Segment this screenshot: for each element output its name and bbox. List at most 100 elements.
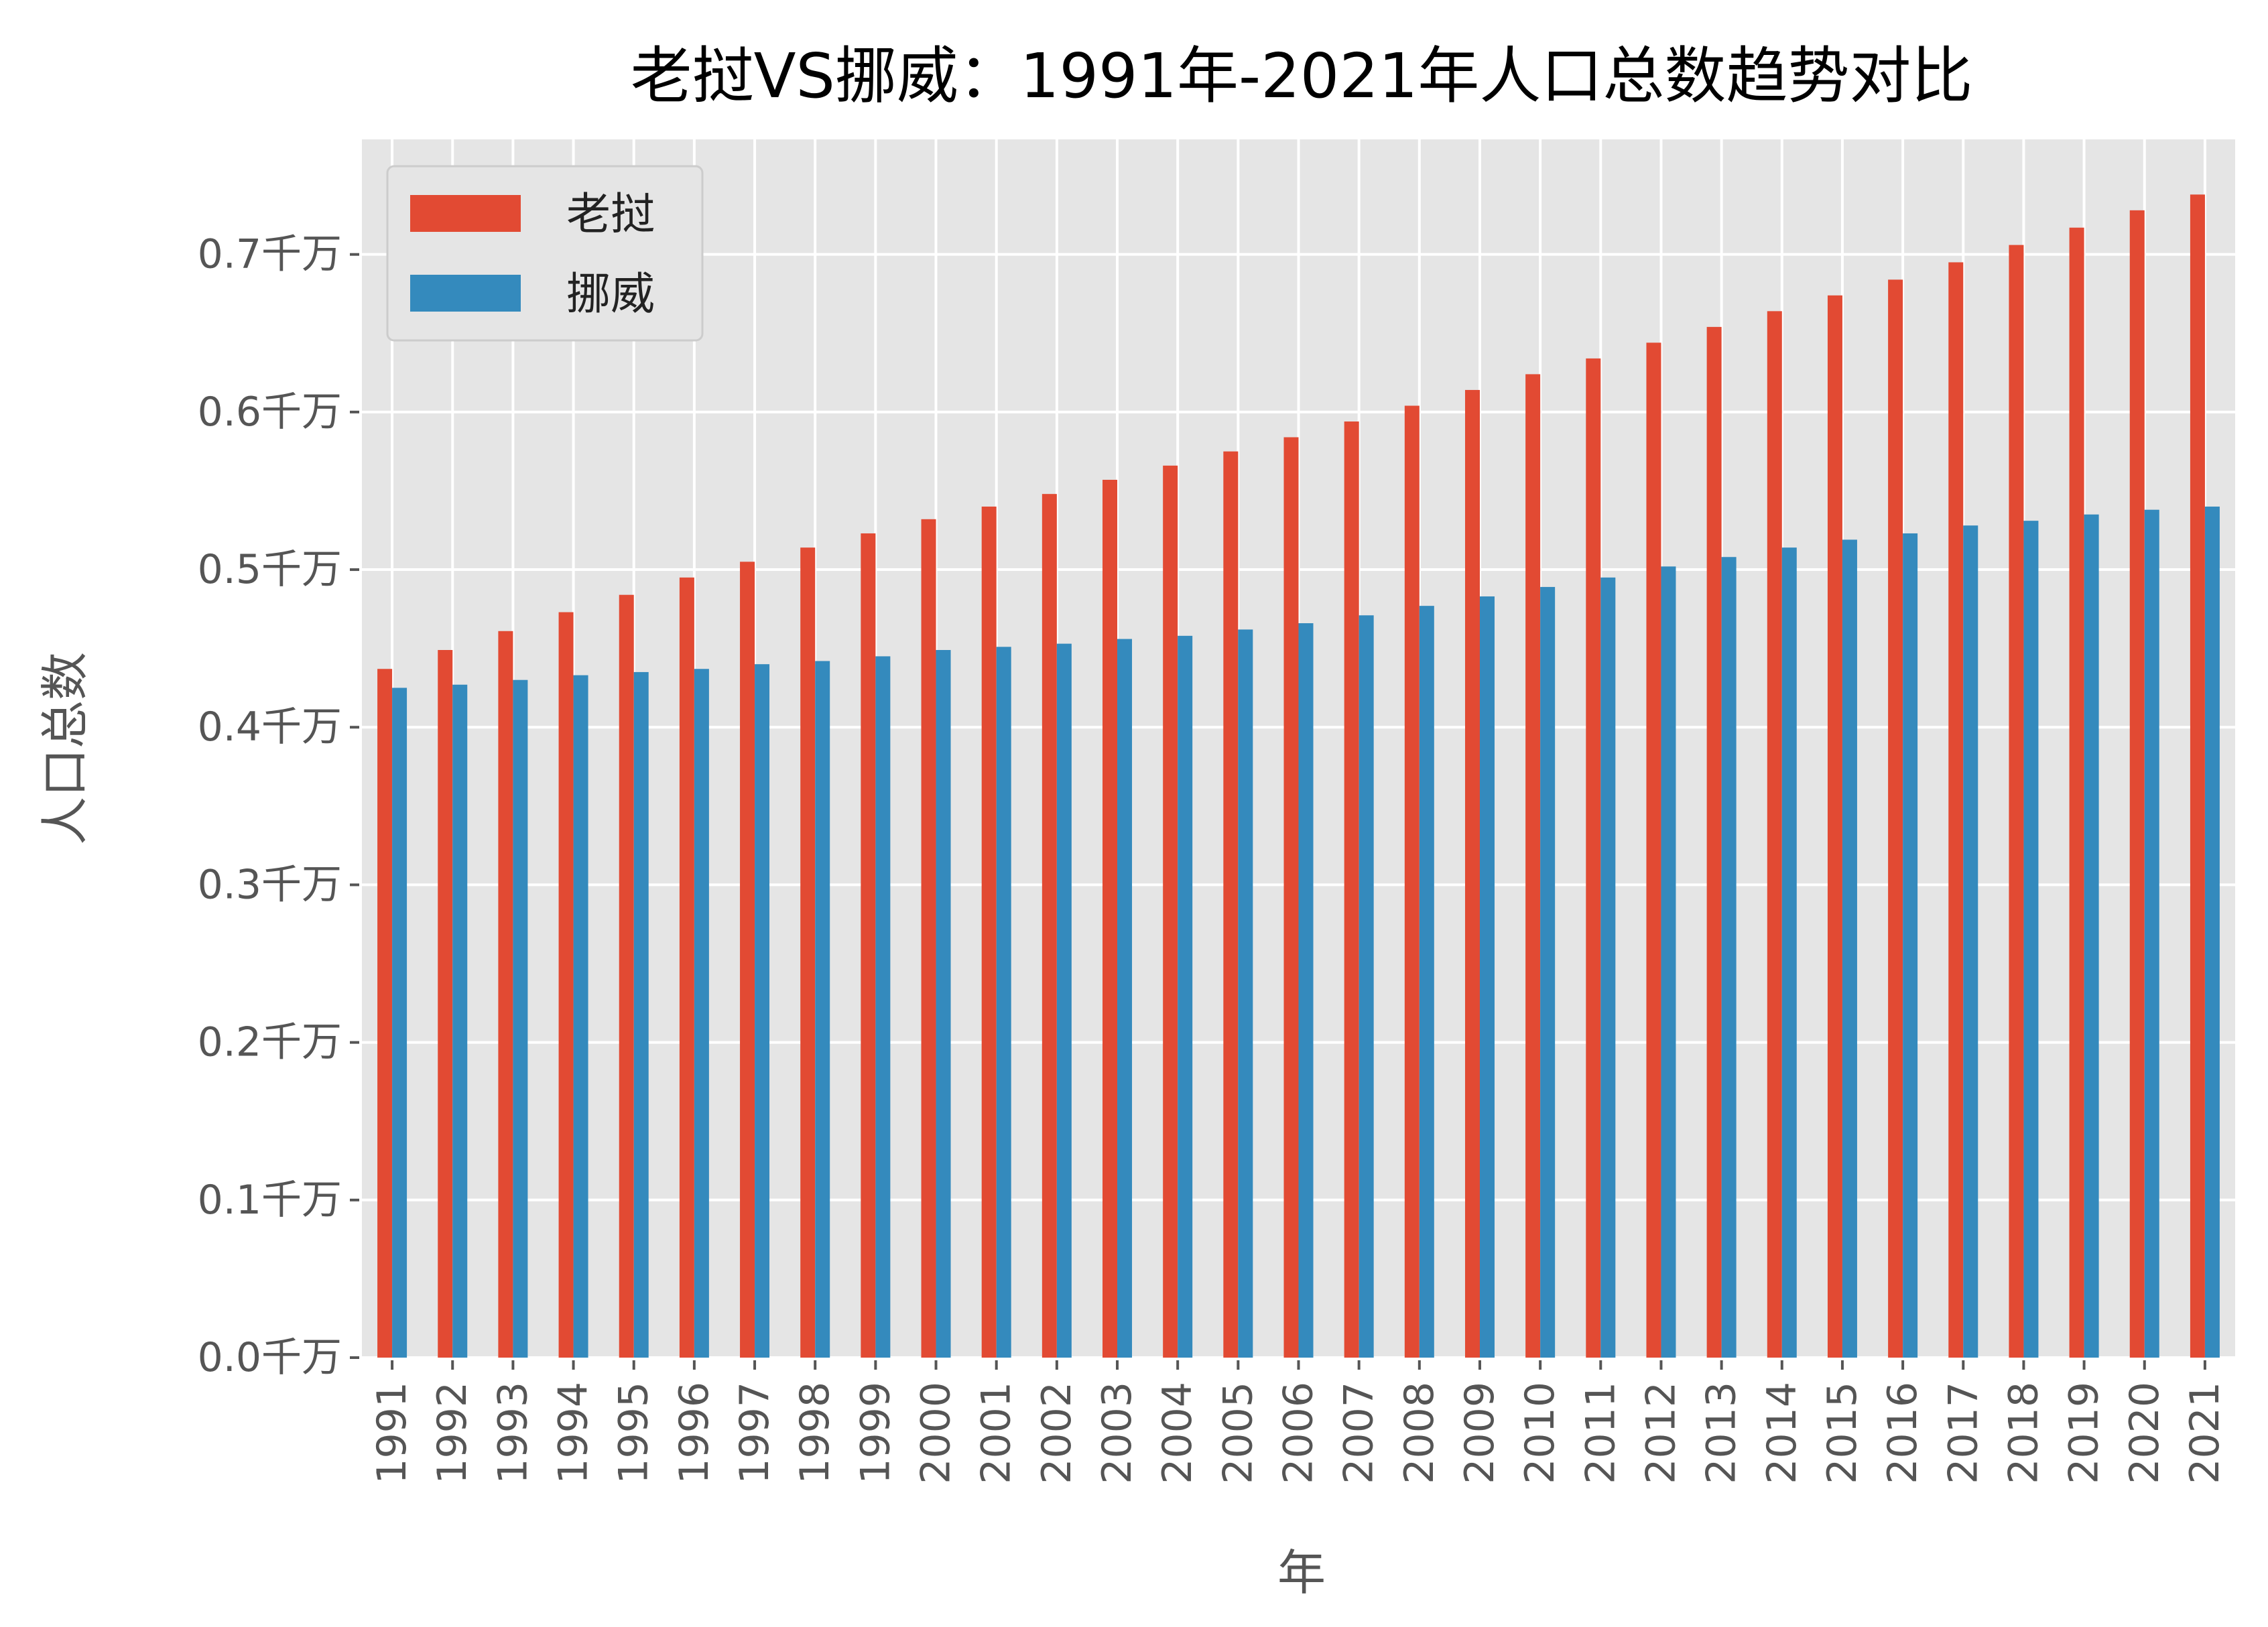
bars (377, 194, 2220, 1358)
bar-laos (1464, 389, 1480, 1358)
x-tick-label: 2009 (1456, 1382, 1503, 1484)
bar-laos (438, 650, 453, 1358)
bar-norway (513, 679, 528, 1358)
x-tick-label: 1993 (489, 1382, 536, 1484)
bar-norway (1479, 596, 1495, 1358)
bar-laos (1706, 326, 1722, 1358)
y-tick-label: 0.4千万 (198, 704, 342, 751)
bar-laos (861, 533, 876, 1358)
bar-laos (740, 562, 755, 1358)
bar-norway (1178, 635, 1193, 1358)
bar-norway (875, 656, 891, 1358)
bar-norway (1419, 606, 1434, 1358)
x-tick-label: 2016 (1879, 1382, 1926, 1484)
bar-laos (1888, 279, 1903, 1358)
bar-norway (1600, 577, 1616, 1358)
bar-laos (1767, 311, 1782, 1358)
bar-norway (1298, 623, 1314, 1358)
x-axis-label: 年 (1277, 1545, 1326, 1601)
legend: 老挝 挪威 (386, 165, 704, 342)
x-tick-label: 2021 (2182, 1382, 2228, 1484)
x-tick-label: 2014 (1759, 1382, 1806, 1484)
x-tick-label: 2020 (2121, 1382, 2168, 1484)
bar-laos (1586, 358, 1601, 1358)
legend-label-norway: 挪威 (566, 268, 655, 320)
bar-norway (1238, 629, 1253, 1358)
legend-swatch-norway (410, 275, 521, 312)
x-tick-label: 1992 (429, 1382, 476, 1484)
bar-norway (1056, 643, 1072, 1358)
y-tick-label: 0.7千万 (198, 231, 342, 278)
bar-norway (694, 669, 709, 1358)
bar-laos (498, 631, 513, 1358)
y-tick-label: 0.3千万 (198, 861, 342, 908)
bar-laos (377, 669, 393, 1358)
x-tick-label: 2019 (2061, 1382, 2108, 1484)
bar-norway (2084, 514, 2099, 1358)
bar-norway (936, 650, 951, 1358)
bar-norway (996, 647, 1011, 1358)
legend-box (386, 165, 704, 342)
x-tick-label: 2002 (1033, 1382, 1080, 1484)
bar-norway (1842, 539, 1857, 1358)
x-tick-label: 2003 (1094, 1382, 1141, 1484)
x-tick-label: 1998 (792, 1382, 838, 1484)
bar-norway (1117, 639, 1133, 1358)
y-tick-label: 0.0千万 (198, 1334, 342, 1381)
x-tick-label: 1996 (671, 1382, 718, 1484)
bar-laos (1827, 295, 1842, 1358)
y-tick-label: 0.1千万 (198, 1177, 342, 1224)
bar-laos (2009, 245, 2024, 1358)
x-tick-label: 2012 (1637, 1382, 1684, 1484)
bar-laos (1646, 342, 1661, 1358)
bar-norway (1359, 615, 1374, 1358)
bar-laos (1525, 374, 1541, 1358)
bar-laos (1223, 451, 1239, 1358)
bar-norway (1540, 586, 1556, 1358)
x-tick-label: 2013 (1698, 1382, 1745, 1484)
x-tick-label: 2015 (1819, 1382, 1866, 1484)
bar-norway (2204, 506, 2220, 1358)
bar-laos (1102, 480, 1118, 1358)
x-tick-label: 2007 (1336, 1382, 1383, 1484)
chart-title: 老挝VS挪威：1991年-2021年人口总数趋势对比 (631, 40, 1973, 112)
bar-laos (1163, 465, 1178, 1358)
bar-laos (1283, 437, 1299, 1358)
x-tick-label: 2010 (1517, 1382, 1564, 1484)
x-tick-label: 2018 (2000, 1382, 2047, 1484)
x-tick-label: 2004 (1154, 1382, 1201, 1484)
x-tick-label: 1997 (731, 1382, 778, 1484)
bar-laos (800, 547, 816, 1358)
bar-norway (1661, 566, 1676, 1358)
x-tick-label: 2006 (1275, 1382, 1322, 1484)
bar-norway (1963, 525, 1978, 1358)
bar-norway (633, 671, 649, 1358)
y-tick-label: 0.6千万 (198, 389, 342, 436)
x-tick-label: 2005 (1214, 1382, 1261, 1484)
x-tick-label: 1991 (369, 1382, 416, 1484)
legend-label-laos: 老挝 (566, 188, 655, 240)
bar-laos (619, 594, 634, 1358)
x-axis: 1991 1992 1993 1994 1995 1996 1997 1998 1999 2000… (369, 1360, 2228, 1484)
bar-norway (392, 688, 407, 1358)
y-axis-label: 人口总数 (37, 652, 93, 845)
bar-norway (452, 684, 468, 1358)
bar-laos (2129, 210, 2145, 1358)
y-tick-label: 0.2千万 (198, 1019, 342, 1066)
x-tick-label: 2017 (1940, 1382, 1987, 1484)
bar-norway (815, 661, 830, 1358)
bar-norway (2023, 521, 2039, 1358)
x-tick-label: 2011 (1577, 1382, 1624, 1484)
legend-swatch-laos (410, 195, 521, 232)
x-tick-label: 1995 (611, 1382, 657, 1484)
bar-laos (558, 612, 574, 1358)
bar-laos (921, 519, 936, 1358)
bar-laos (1042, 494, 1057, 1358)
bar-norway (755, 664, 770, 1358)
bar-laos (981, 506, 997, 1358)
x-tick-label: 2001 (973, 1382, 1020, 1484)
y-tick-label: 0.5千万 (198, 546, 342, 593)
x-tick-label: 1994 (550, 1382, 597, 1484)
bar-laos (2190, 194, 2205, 1358)
